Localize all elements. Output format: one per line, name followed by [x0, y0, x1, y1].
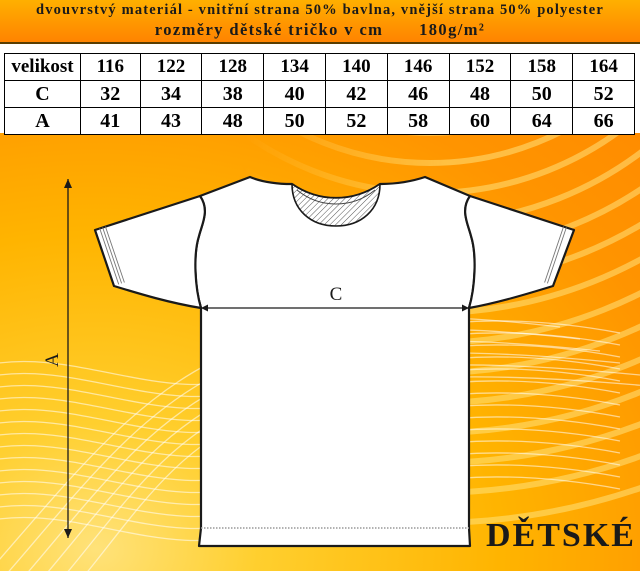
svg-text:C: C: [330, 284, 343, 305]
svg-text:A: A: [42, 353, 63, 367]
